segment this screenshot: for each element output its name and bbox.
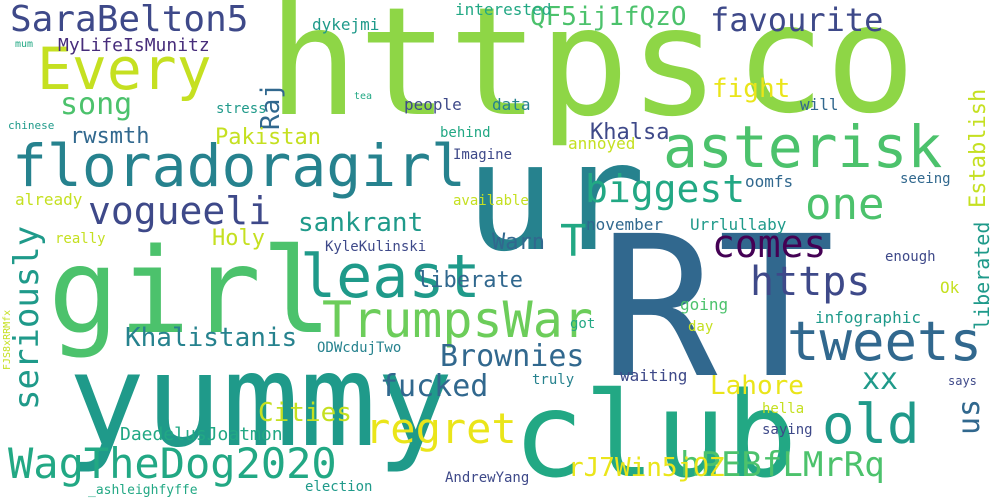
word: Every: [37, 35, 212, 103]
word: stress: [216, 101, 267, 117]
word: asterisk: [663, 113, 943, 181]
word: old: [822, 393, 920, 456]
word: enough: [885, 249, 936, 265]
word: TrumpsWar: [322, 291, 593, 349]
word: https: [268, 0, 720, 150]
word: club: [513, 366, 798, 500]
word: floradoragirl: [12, 132, 466, 200]
word: biggest: [585, 167, 746, 211]
word: really: [55, 231, 106, 247]
word: Warn: [492, 230, 545, 255]
word: FJS8xRRMfx: [2, 309, 13, 370]
word: mum: [15, 39, 34, 50]
word: tea: [354, 91, 373, 102]
word: Establish: [966, 88, 991, 208]
word: Lahore: [710, 371, 804, 401]
word: favourite: [710, 1, 884, 39]
word: Pakistan: [215, 125, 321, 150]
word: sankrant: [298, 208, 424, 238]
word: rwsmth: [70, 124, 150, 149]
word: Imagine: [453, 147, 513, 163]
word: xx: [862, 362, 899, 397]
word: T: [560, 216, 587, 267]
word: Urrlullaby: [690, 215, 787, 234]
word: truly: [532, 372, 575, 388]
word: girl: [48, 222, 333, 360]
word: election: [305, 479, 373, 495]
word: Khalistanis: [125, 323, 298, 353]
word: november: [586, 215, 664, 234]
word: SaraBelton5: [10, 0, 249, 40]
word: regret: [365, 404, 517, 453]
word: Khalsa: [590, 120, 670, 145]
word: Cities: [258, 398, 352, 428]
word: going: [680, 295, 729, 314]
word: liberate: [417, 268, 523, 293]
word: DaedelusJoatmon: [120, 424, 283, 445]
word: hella: [762, 401, 805, 417]
word: QF5ij1fQzO: [530, 2, 687, 32]
word: annoyed: [568, 134, 636, 153]
word: saying: [762, 422, 813, 438]
word: fight: [712, 74, 791, 104]
word: fucked: [380, 369, 489, 404]
word: KyleKulinski: [325, 239, 427, 255]
word: oomfs: [745, 172, 794, 191]
word: seriously: [7, 225, 47, 410]
word: behind: [440, 125, 491, 141]
word: available: [453, 193, 529, 209]
word: one: [805, 179, 885, 230]
word: https: [750, 259, 871, 305]
word: Holy: [212, 226, 265, 251]
word: _ashleighfyffe: [88, 483, 198, 498]
word: ODWcdujTwo: [317, 340, 402, 356]
word: ur: [465, 111, 646, 285]
word: day: [688, 319, 714, 335]
word: people: [404, 95, 462, 114]
word: interested: [455, 0, 552, 19]
word: comes: [712, 222, 827, 266]
word: us: [952, 398, 987, 435]
word: seeing: [900, 171, 951, 187]
word: song: [60, 87, 133, 122]
word: Ok: [940, 278, 960, 297]
word: already: [15, 190, 83, 209]
word: waiting: [620, 366, 688, 385]
word: Brownies: [440, 339, 585, 374]
word: yummy: [68, 327, 454, 476]
word: least: [300, 242, 481, 312]
word: data: [492, 95, 531, 114]
word: RT: [600, 194, 835, 421]
word: AndrewYang: [445, 470, 530, 486]
word: rJ7Win5jOZ: [568, 453, 725, 483]
word: co: [735, 0, 916, 147]
word: chinese: [8, 119, 55, 132]
word: WagTheDog2020: [8, 439, 337, 488]
word: liberated: [970, 221, 994, 330]
word: infographic: [815, 308, 921, 327]
word: dykejmi: [312, 15, 380, 34]
word: vogueeli: [88, 189, 272, 233]
word: will: [800, 95, 839, 114]
word: MyLifeIsMunitz: [58, 35, 210, 56]
word: tweets: [787, 310, 983, 373]
word: hPEBfLMrRq: [680, 445, 885, 485]
word: says: [948, 374, 977, 388]
word: got: [570, 316, 596, 332]
